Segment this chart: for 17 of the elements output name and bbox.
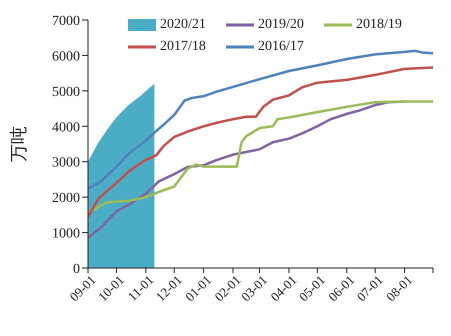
y-tick-label: 6000 bbox=[52, 49, 80, 64]
line-series bbox=[88, 50, 433, 190]
legend-label: 2016/17 bbox=[258, 38, 304, 56]
line-series bbox=[88, 100, 433, 214]
legend-label: 2018/19 bbox=[356, 16, 402, 34]
y-tick-label: 0 bbox=[73, 262, 80, 277]
y-tick-label: 4000 bbox=[52, 120, 80, 136]
y-tick-label: 3000 bbox=[52, 156, 80, 171]
legend-label: 2017/18 bbox=[160, 38, 206, 56]
line-series bbox=[88, 66, 433, 218]
y-tick-label: 2000 bbox=[52, 191, 80, 206]
legend-label: 2019/20 bbox=[258, 16, 304, 34]
y-axis-title: 万吨 bbox=[8, 126, 28, 162]
legend-label: 2020/21 bbox=[160, 16, 206, 34]
y-tick-label: 1000 bbox=[52, 226, 80, 242]
y-tick-label: 5000 bbox=[52, 84, 80, 100]
y-tick-label: 7000 bbox=[52, 14, 80, 29]
